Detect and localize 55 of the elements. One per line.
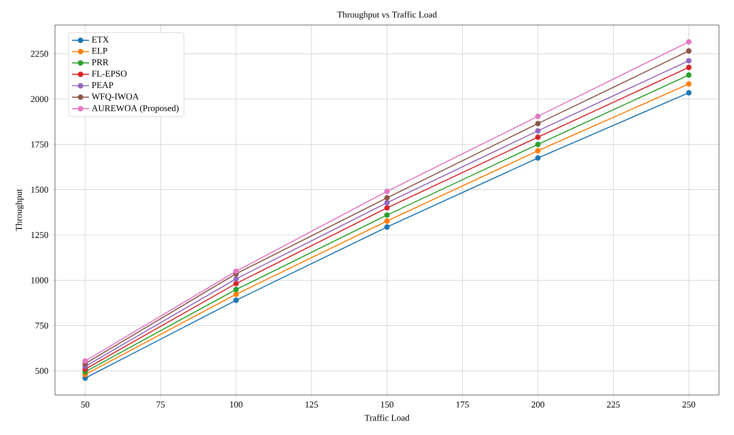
y-tick-label: 2250: [30, 50, 48, 57]
y-tick-label: 500: [36, 368, 48, 374]
x-axis-title: Traffic Load: [364, 414, 410, 421]
point: [384, 218, 390, 224]
point: [233, 280, 239, 286]
y-axis-title: Throughput: [16, 188, 24, 232]
point: [233, 276, 239, 282]
point: [535, 142, 541, 148]
x-tick-label: 250: [682, 402, 696, 408]
legend-label: ELP: [92, 48, 108, 54]
y-tick-label: 1000: [31, 277, 48, 284]
legend-label: PRR: [92, 59, 108, 66]
point: [535, 114, 541, 120]
x-tick-label: 100: [230, 402, 242, 408]
x-tick-label: 175: [456, 402, 469, 408]
x-tick-label: 225: [607, 402, 620, 408]
point: [82, 358, 88, 364]
point: [535, 120, 541, 126]
x-tick-label: 75: [156, 402, 165, 408]
y-tick-label: 2000: [30, 96, 48, 102]
x-tick-label: 150: [381, 402, 394, 408]
x-tick-label: 125: [306, 402, 318, 408]
point: [233, 292, 239, 297]
point: [686, 64, 692, 70]
point: [384, 188, 390, 194]
legend-label: AUREWOA (Proposed): [92, 104, 179, 113]
point: [384, 200, 390, 206]
point: [535, 128, 541, 134]
point: [686, 39, 692, 45]
chart-title: Throughput vs Traffic Load: [337, 11, 437, 20]
x-tick-label: 200: [532, 402, 544, 408]
legend-label: ETX: [92, 36, 109, 42]
point: [686, 48, 692, 54]
point: [384, 195, 390, 201]
point: [686, 90, 692, 96]
point: [686, 81, 692, 87]
y-tick-label: 750: [36, 322, 48, 329]
point: [233, 268, 239, 274]
point: [535, 134, 541, 140]
point: [384, 205, 390, 211]
legend-label: PEAP: [92, 82, 114, 88]
y-tick-label: 1500: [31, 186, 48, 193]
point: [384, 212, 390, 218]
point: [233, 286, 239, 292]
point: [384, 224, 390, 230]
y-tick-label: 1250: [31, 232, 48, 238]
legend-label: FL-EPSO: [92, 70, 127, 77]
point: [535, 148, 541, 154]
point: [233, 297, 239, 303]
point: [535, 155, 541, 161]
x-tick-label: 50: [81, 402, 90, 408]
point: [686, 58, 692, 64]
y-tick-label: 1750: [31, 141, 48, 148]
legend-label: WFQ-IWOA: [92, 93, 139, 101]
point: [686, 72, 692, 78]
